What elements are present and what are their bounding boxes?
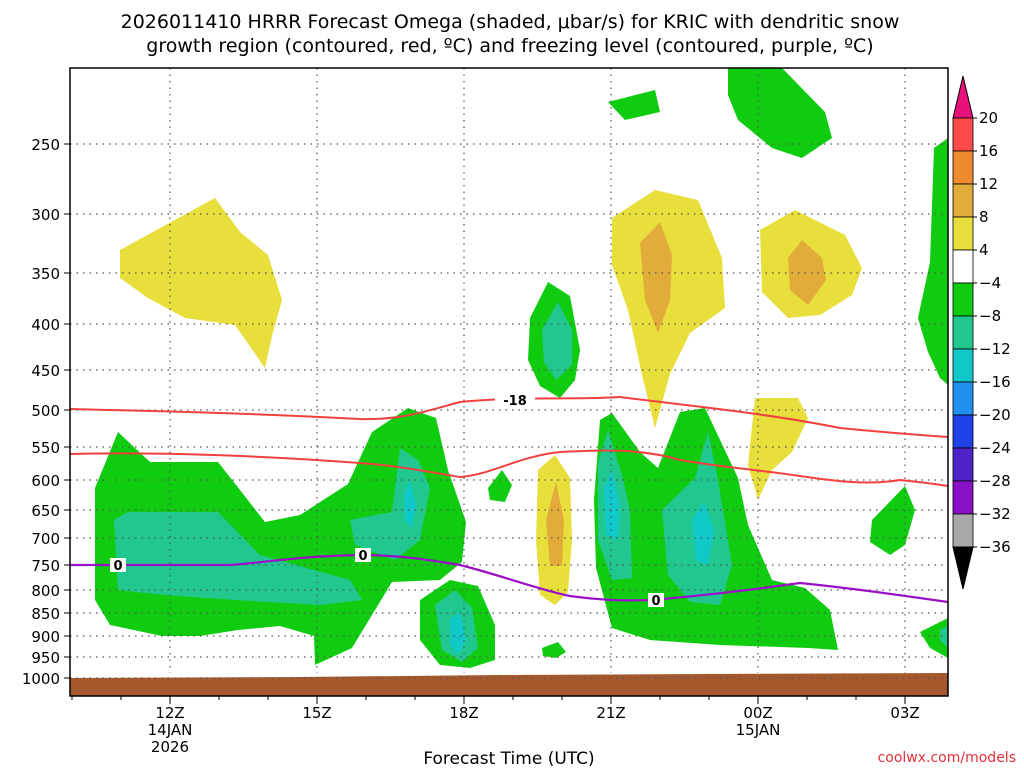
y-tick-label-550: 550: [31, 439, 60, 457]
colorbar-segment-8: [952, 381, 974, 416]
colorbar-segment-11: [952, 480, 974, 515]
colorbar-segment-4: [952, 249, 974, 284]
x-tick-label: 00Z: [743, 704, 772, 722]
omega-neg-region-1: [95, 408, 466, 665]
dgz-label-bg: [495, 392, 535, 408]
omega-neg-core-8: [604, 470, 620, 540]
y-tick-label-900: 900: [31, 628, 60, 646]
x-tick-sublabel: 15JAN: [736, 721, 781, 739]
freezing-contour-label-a: 0: [113, 559, 122, 574]
freezing-label-bg-c: [648, 593, 664, 607]
colorbar-segment-1: [952, 150, 974, 185]
omega-neg-region-10: [542, 642, 566, 658]
omega-neg-region-11: [920, 618, 948, 658]
y-axis: 250 300 350 400 450 500 550 600 650 700 750 800 850 9…: [22, 136, 70, 688]
omega-neg-core-10: [404, 480, 416, 528]
plot-area: -18 0 0 0: [69, 67, 949, 697]
y-tick-label-700: 700: [31, 530, 60, 548]
x-tick-label: 03Z: [890, 704, 919, 722]
y-tick-label-650: 650: [31, 502, 60, 520]
colorbar-segment-2: [952, 183, 974, 218]
colorbar-label: 12: [979, 175, 998, 193]
colorbar-segment-10: [952, 447, 974, 482]
y-tick-label-450: 450: [31, 362, 60, 380]
colorbar-label: −32: [979, 505, 1011, 523]
freezing-contour-label-c: 0: [651, 594, 660, 609]
chart-title-line1: 2026011410 HRRR Forecast Omega (shaded, …: [121, 11, 900, 33]
colorbar-segment-0: [952, 117, 974, 152]
colorbar-top-arrow: [952, 75, 974, 119]
chart-title-line2: growth region (contoured, red, ºC) and f…: [146, 35, 873, 57]
dgz-bottom-contour: [69, 449, 949, 487]
omega-neg-region-9: [488, 470, 512, 502]
colorbar-label: 4: [979, 241, 989, 259]
y-tick-label-250: 250: [31, 136, 60, 154]
colorbar-label: 16: [979, 142, 998, 160]
colorbar-segment-6: [952, 315, 974, 350]
omega-pos-core-2: [788, 240, 826, 305]
y-tick-label-500: 500: [31, 402, 60, 420]
colorbar: 20 16 12 8 4 −4 −8 −12 −16 −20 −24 −28 −32 −36: [952, 75, 1011, 590]
colorbar-segment-3: [952, 216, 974, 251]
colorbar-label: −28: [979, 472, 1011, 490]
y-tick-label-750: 750: [31, 557, 60, 575]
omega-neg-core-2: [350, 448, 430, 560]
omega-neg-core-11: [450, 612, 466, 655]
colorbar-bottom-arrow: [952, 546, 974, 590]
x-tick-label: 21Z: [596, 704, 625, 722]
omega-neg-core-9: [692, 502, 714, 565]
omega-neg-core-4: [542, 302, 572, 380]
y-tick-label-350: 350: [31, 265, 60, 283]
colorbar-segment-5: [952, 282, 974, 317]
y-tick-label-950: 950: [31, 649, 60, 667]
colorbar-segment-12: [952, 513, 974, 548]
omega-neg-region-5: [608, 90, 660, 120]
omega-pos-core-1: [640, 222, 672, 333]
colorbar-label: 8: [979, 208, 989, 226]
freezing-label-bg-b: [355, 548, 371, 562]
freezing-contour-label-b: 0: [358, 549, 367, 564]
colorbar-segment-9: [952, 414, 974, 449]
omega-neg-core-7: [940, 626, 948, 648]
colorbar-label: −4: [979, 274, 1001, 292]
x-tick-label: 15Z: [302, 704, 331, 722]
omega-pos-region-4: [748, 398, 808, 500]
colorbar-label: −20: [979, 406, 1011, 424]
colorbar-segment-7: [952, 348, 974, 383]
x-tick-label: 18Z: [449, 704, 478, 722]
plot-frame: [69, 67, 949, 697]
freezing-label-bg-a: [110, 558, 126, 572]
colorbar-label: −24: [979, 439, 1011, 457]
colorbar-label: −16: [979, 373, 1011, 391]
colorbar-label: 20: [979, 109, 998, 127]
omega-neg-region-7: [918, 138, 948, 385]
omega-neg-core-1: [114, 512, 362, 605]
omega-pos-region-2: [612, 190, 725, 428]
y-tick-label-600: 600: [31, 472, 60, 490]
y-tick-label-400: 400: [31, 316, 60, 334]
omega-neg-region-6: [728, 68, 832, 158]
omega-pos-core-3: [546, 482, 564, 566]
x-axis-label: Forecast Time (UTC): [423, 749, 594, 768]
y-tick-label-300: 300: [31, 206, 60, 224]
omega-neg-region-8: [870, 486, 915, 555]
colorbar-label: −36: [979, 538, 1011, 556]
y-tick-label-850: 850: [31, 605, 60, 623]
colorbar-label: −8: [979, 307, 1001, 325]
x-tick-sublabel: 14JAN: [148, 721, 193, 739]
x-tick-sublabel-year: 2026: [151, 738, 189, 756]
y-tick-label-800: 800: [31, 582, 60, 600]
colorbar-label: −12: [979, 340, 1011, 358]
omega-pos-region-1: [120, 198, 282, 368]
dgz-contour-label: -18: [503, 394, 527, 409]
x-tick-label: 12Z: [155, 704, 184, 722]
credit-text: coolwx.com/models: [878, 750, 1016, 766]
ground-surface: [70, 673, 948, 696]
y-tick-label-1000: 1000: [22, 670, 60, 688]
